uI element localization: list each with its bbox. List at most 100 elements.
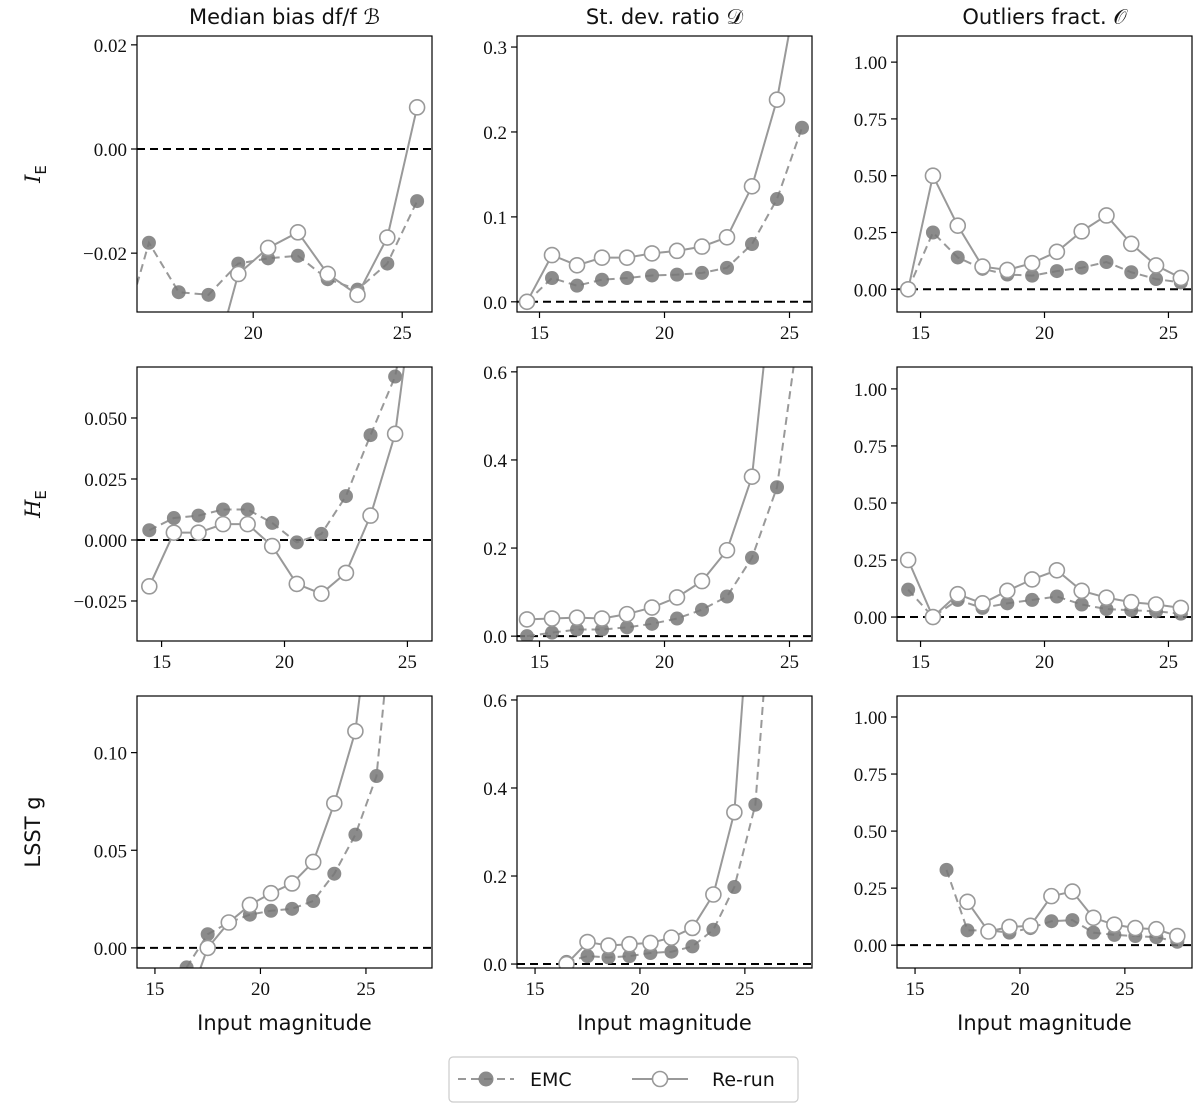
marker [190, 524, 207, 541]
y-tick-label: 0.0 [483, 293, 507, 314]
marker [1149, 272, 1164, 287]
panel-title: St. dev. ratio 𝒟 [586, 5, 743, 29]
marker [1049, 589, 1064, 604]
marker [543, 610, 561, 627]
y-tick-label: 0.05 [94, 841, 127, 862]
y-tick-label: 0.75 [854, 110, 887, 131]
marker [1023, 254, 1041, 272]
marker [949, 585, 967, 603]
x-tick-label: 15 [530, 652, 549, 673]
marker [570, 622, 584, 637]
marker [290, 248, 305, 263]
x-axis-label: Input magnitude [957, 1011, 1132, 1035]
y-tick-label: 1.00 [854, 53, 887, 74]
plot-area [899, 167, 1190, 298]
marker [1086, 925, 1101, 940]
axes-frame [136, 35, 433, 313]
marker [386, 425, 404, 443]
plot-area [137, 99, 426, 312]
marker [1124, 265, 1139, 280]
marker [621, 935, 638, 953]
x-tick-label: 25 [1159, 652, 1178, 673]
marker [362, 507, 379, 524]
x-tick-label: 15 [530, 323, 549, 344]
marker [1025, 268, 1040, 283]
series-line [199, 696, 361, 968]
marker [1000, 596, 1015, 611]
y-tick-label: 0.0 [483, 955, 507, 976]
marker [924, 608, 942, 626]
marker [950, 250, 965, 265]
marker [645, 268, 659, 283]
marker [179, 960, 194, 968]
marker [558, 955, 575, 968]
marker [325, 795, 343, 812]
y-tick-label: 0.000 [84, 531, 127, 552]
marker [718, 228, 736, 246]
marker [1074, 260, 1089, 275]
plot-area [140, 367, 405, 602]
marker [1099, 255, 1114, 270]
marker [748, 797, 763, 812]
y-tick-label: −0.02 [83, 244, 127, 265]
x-tick-label: 25 [1115, 979, 1134, 1000]
y-tick-label: 0.2 [483, 123, 507, 144]
y-tick-label: 0.3 [483, 38, 507, 59]
marker [391, 550, 405, 564]
marker [545, 271, 559, 286]
marker [520, 629, 534, 641]
x-tick-label: 20 [655, 652, 674, 673]
marker [643, 245, 661, 262]
y-tick-label: 0.0 [483, 627, 507, 648]
marker [314, 526, 329, 541]
marker [1073, 223, 1090, 240]
x-tick-label: 15 [911, 652, 930, 673]
x-axis-label: Input magnitude [197, 1011, 372, 1035]
marker [199, 939, 216, 957]
marker [668, 242, 686, 260]
marker [338, 489, 353, 504]
marker [620, 271, 634, 286]
marker [593, 610, 611, 627]
marker [349, 286, 366, 304]
plot-area [558, 696, 765, 968]
marker [1122, 235, 1140, 253]
marker [240, 502, 255, 517]
x-tick-label: 25 [393, 323, 412, 344]
marker [685, 939, 700, 954]
marker [720, 260, 734, 275]
legend: EMC Re-run [448, 1056, 799, 1103]
marker [668, 589, 686, 606]
y-tick-label: 0.1 [483, 208, 507, 229]
marker [743, 178, 761, 195]
marker [642, 934, 659, 952]
marker [593, 249, 611, 266]
marker [408, 99, 426, 116]
panel-title: Median bias df/f ℬ [189, 5, 380, 29]
marker [645, 616, 659, 631]
marker [285, 901, 300, 916]
y-tick-label: 0.10 [94, 744, 127, 765]
marker [643, 599, 661, 616]
marker [579, 933, 596, 951]
marker [1172, 599, 1190, 617]
marker [1169, 927, 1186, 945]
x-tick-label: 20 [1035, 323, 1054, 344]
marker [179, 999, 194, 1014]
series-line [526, 367, 765, 621]
marker [313, 585, 330, 602]
marker [745, 550, 759, 565]
marker [388, 369, 403, 384]
axes-frame [136, 366, 433, 642]
marker [1049, 264, 1064, 279]
marker [410, 194, 425, 209]
marker [768, 91, 786, 108]
x-tick-label: 25 [356, 979, 375, 1000]
y-tick-label: −0.025 [74, 592, 127, 613]
x-tick-label: 20 [1035, 652, 1054, 673]
marker [283, 875, 301, 892]
x-tick-label: 25 [1159, 323, 1178, 344]
x-tick-label: 25 [735, 979, 754, 1000]
marker [618, 605, 636, 623]
marker [171, 285, 186, 300]
